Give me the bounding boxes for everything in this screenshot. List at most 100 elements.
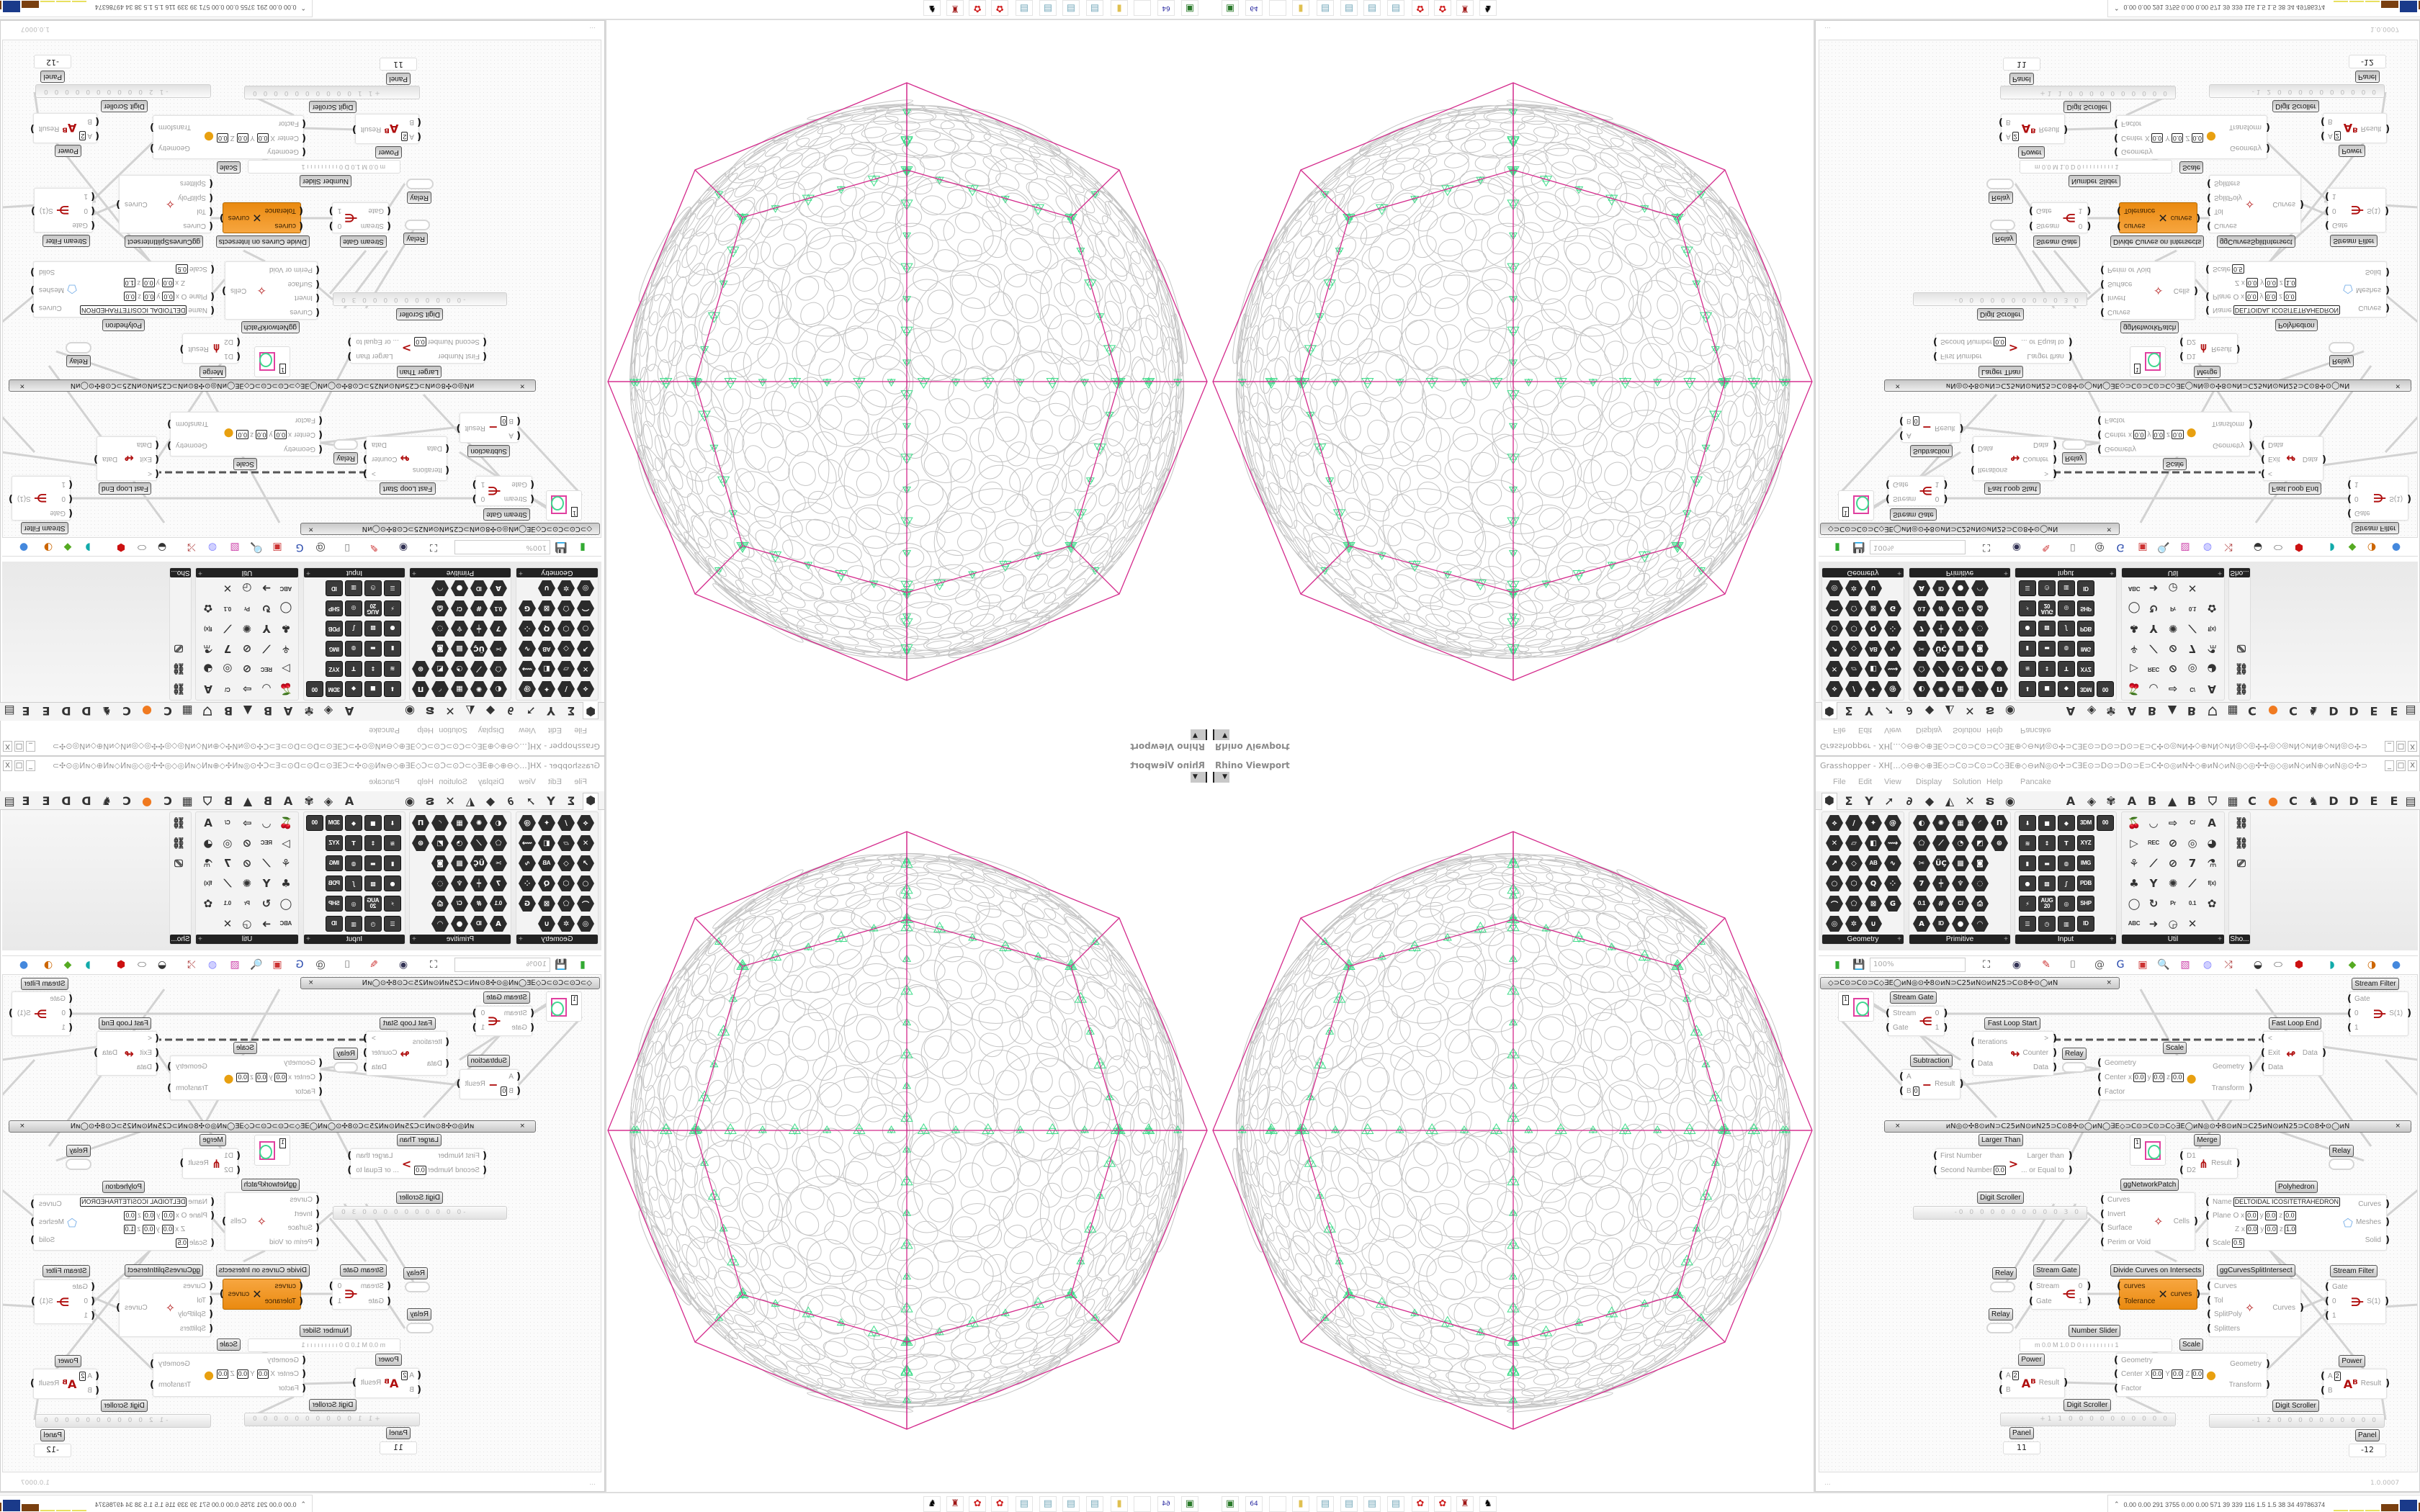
input-grip[interactable]: (: [2029, 1281, 2033, 1292]
rooster-icon[interactable]: ♞: [2308, 704, 2319, 718]
input-grip[interactable]: (: [516, 1086, 521, 1097]
group-bar[interactable]: × ᴎN◎⊙✣8⊙ᴎN⊃C25ᴎN⊙ᴎN25⊃C⊙8✣⊙◯ᴎN◯∃E◇⊃C⊙⊃C⊙…: [1884, 379, 2411, 392]
relay-caption[interactable]: Relay: [1992, 1267, 2017, 1279]
component-icon[interactable]: ◙: [1971, 641, 1989, 657]
stream-gate-caption[interactable]: Stream Gate: [483, 991, 530, 1004]
component-icon[interactable]: ✕: [577, 661, 594, 677]
output-grip[interactable]: ): [328, 1295, 333, 1307]
input-grip[interactable]: (: [2207, 206, 2211, 217]
component-icon[interactable]: ✿: [2207, 602, 2217, 615]
merge-component[interactable]: (D1(D2 ⋔ Result): [2179, 1148, 2241, 1179]
notepad-icon[interactable]: ▤: [1039, 0, 1057, 16]
component-icon[interactable]: ⌒: [1826, 600, 1843, 616]
stream-gate-component[interactable]: (Stream(Gate ⋲ 0) 1): [472, 1006, 534, 1036]
sphere-icon[interactable]: ◑: [43, 959, 53, 971]
input-grip[interactable]: (: [2347, 994, 2352, 1004]
stream-gate-caption[interactable]: Stream Gate: [2033, 235, 2080, 248]
tab-e[interactable]: E: [2370, 794, 2378, 808]
wire[interactable]: [2383, 292, 2418, 324]
wire[interactable]: [2154, 1249, 2177, 1263]
wire[interactable]: [2266, 141, 2329, 202]
relay-node[interactable]: [405, 1282, 430, 1292]
value-box[interactable]: 0.0: [162, 1210, 174, 1220]
blank-icon[interactable]: [1134, 0, 1151, 16]
fast-loop-end-caption[interactable]: Fast Loop End: [98, 482, 151, 495]
component-icon[interactable]: 00: [2097, 681, 2114, 697]
component-icon[interactable]: ▦: [451, 681, 468, 697]
wire[interactable]: [320, 441, 334, 446]
expand-icon[interactable]: +: [306, 569, 310, 577]
component-icon[interactable]: #: [1932, 896, 1950, 912]
wire[interactable]: [211, 279, 226, 294]
curve-icon[interactable]: ∂: [507, 704, 514, 718]
value-box[interactable]: 0.0: [1994, 1166, 2006, 1175]
input-grip[interactable]: (: [68, 994, 73, 1004]
mesh-icon[interactable]: ◭: [465, 704, 475, 718]
component-icon[interactable]: /: [557, 681, 575, 697]
value-box[interactable]: 1.0: [2284, 1224, 2297, 1234]
blue-sphere-icon[interactable]: ●: [19, 959, 29, 971]
preview-red-icon[interactable]: ⬢: [2294, 541, 2304, 553]
output-grip[interactable]: ): [1959, 423, 1964, 433]
input-grip[interactable]: (: [2205, 264, 2210, 275]
component-icon[interactable]: ✦: [538, 815, 555, 831]
output-grip[interactable]: ): [167, 418, 171, 429]
component-icon[interactable]: ⬠: [557, 600, 575, 616]
output-grip[interactable]: ): [456, 423, 461, 433]
wire[interactable]: [303, 1381, 359, 1385]
input-grip[interactable]: (: [1886, 1008, 1890, 1019]
wire[interactable]: [2, 451, 97, 467]
number-slider-caption[interactable]: Number Slider: [2069, 175, 2120, 187]
input-grip[interactable]: (: [209, 1323, 213, 1335]
value-box[interactable]: 0.5: [176, 1238, 188, 1248]
component-icon[interactable]: C/: [225, 686, 230, 693]
value-box[interactable]: DELTOIDAL ICOSITETRAHEDRON: [79, 305, 187, 315]
input-grip[interactable]: (: [2207, 1309, 2211, 1320]
wire[interactable]: [317, 285, 333, 301]
zoom-extents-icon[interactable]: ⛶: [1983, 959, 1990, 971]
panel-caption[interactable]: Panel: [2355, 71, 2380, 83]
menu-display[interactable]: Display: [1916, 778, 1942, 786]
input-grip[interactable]: (: [2325, 1282, 2329, 1292]
input-grip[interactable]: (: [155, 439, 159, 450]
input-grip[interactable]: (: [2179, 1151, 2184, 1161]
menu-view[interactable]: View: [1884, 778, 1901, 786]
floppy-64-icon[interactable]: 64: [1245, 1496, 1263, 1512]
output-grip[interactable]: ): [2385, 302, 2390, 314]
component-icon[interactable]: @: [1884, 815, 1901, 831]
value-box[interactable]: 2: [2012, 132, 2019, 141]
grid-icon[interactable]: ▦: [2227, 704, 2238, 718]
component-icon[interactable]: ✿: [203, 602, 213, 615]
component-icon[interactable]: ✺: [1932, 681, 1950, 697]
value-box[interactable]: 0.0: [255, 430, 268, 439]
wire[interactable]: [2254, 1232, 2365, 1370]
component-icon[interactable]: ✂: [1913, 641, 1930, 657]
component-icon[interactable]: ◧: [538, 661, 555, 677]
input-grip[interactable]: (: [445, 1058, 449, 1069]
component-icon[interactable]: f(x): [204, 626, 212, 632]
divide-curves-on-intersects-component[interactable]: (curves(Tolerance ✕ curves): [220, 1279, 303, 1310]
output-grip[interactable]: ): [362, 1033, 367, 1044]
input-grip[interactable]: (: [302, 132, 306, 143]
component-icon[interactable]: G: [519, 896, 536, 912]
colour-swatch[interactable]: 1: [546, 991, 582, 1022]
tab-a[interactable]: A: [2127, 704, 2137, 718]
component-icon[interactable]: C/: [451, 600, 468, 616]
output-grip[interactable]: ): [328, 1281, 333, 1292]
component-icon[interactable]: /: [1845, 681, 1863, 697]
stream-filter-component[interactable]: (Gate(0(1 ⋺ S(1)): [2347, 476, 2411, 521]
component-icon[interactable]: ○: [1826, 876, 1843, 891]
component-icon[interactable]: ◌: [431, 621, 449, 636]
output-grip[interactable]: ): [2194, 285, 2198, 297]
fast-loop-start-component[interactable]: (Iterations(Data ↬ >) Counter) Data): [362, 1031, 449, 1076]
input-grip[interactable]: (: [299, 220, 303, 231]
expand-icon[interactable]: +: [2218, 569, 2222, 577]
component-icon[interactable]: ◐: [490, 681, 507, 697]
component-icon[interactable]: ▬: [2038, 855, 2056, 871]
floppy-64-icon[interactable]: 64: [1245, 0, 1263, 16]
component-icon[interactable]: ⊛: [412, 661, 429, 677]
ggcurvessplitintersect-caption[interactable]: ggCurvesSplitIntersect: [2217, 1264, 2295, 1277]
